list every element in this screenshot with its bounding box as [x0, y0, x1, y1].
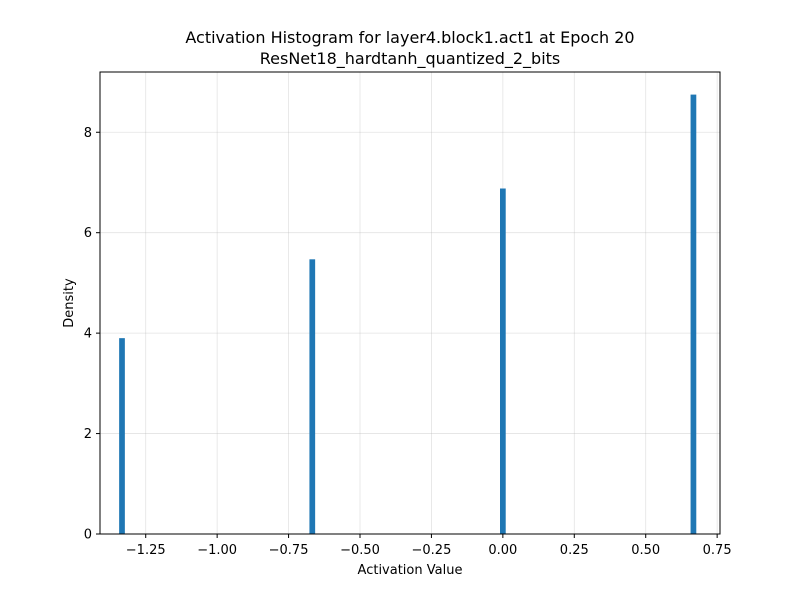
- x-tick-label: −0.75: [269, 543, 309, 558]
- y-tick-label: 2: [84, 427, 92, 442]
- x-tick-label: 0.75: [703, 543, 732, 558]
- grid-lines: [100, 72, 720, 535]
- y-tick-label: 0: [84, 528, 92, 543]
- plot-frame: [99, 71, 721, 535]
- x-tick-label: 0.25: [560, 543, 589, 558]
- histogram-bar: [119, 338, 125, 534]
- histogram-bar: [500, 188, 506, 535]
- y-axis-ticks: 0 2 4 6 8: [84, 126, 100, 543]
- x-tick-label: −1.00: [197, 543, 237, 558]
- y-tick-label: 4: [84, 327, 92, 342]
- y-axis-label: Density: [62, 278, 77, 328]
- x-tick-label: −0.50: [340, 543, 380, 558]
- histogram-bar: [309, 259, 316, 534]
- x-axis-ticks: −1.25 −1.00 −0.75 −0.50 −0.25 0.00 0.25 0.50 0.7…: [126, 534, 732, 558]
- y-tick-label: 8: [84, 126, 92, 141]
- y-tick-label: 6: [84, 226, 92, 241]
- chart-title: Activation Histogram for layer4.block1.a…: [185, 28, 634, 47]
- x-tick-label: −0.25: [412, 543, 452, 558]
- x-axis-label: Activation Value: [358, 563, 463, 578]
- chart-subtitle: ResNet18_hardtanh_quantized_2_bits: [260, 49, 561, 69]
- bars: [119, 94, 697, 535]
- x-tick-label: 0.00: [488, 543, 517, 558]
- histogram-bar: [690, 94, 697, 534]
- x-tick-label: −1.25: [126, 543, 166, 558]
- x-tick-label: 0.50: [631, 543, 660, 558]
